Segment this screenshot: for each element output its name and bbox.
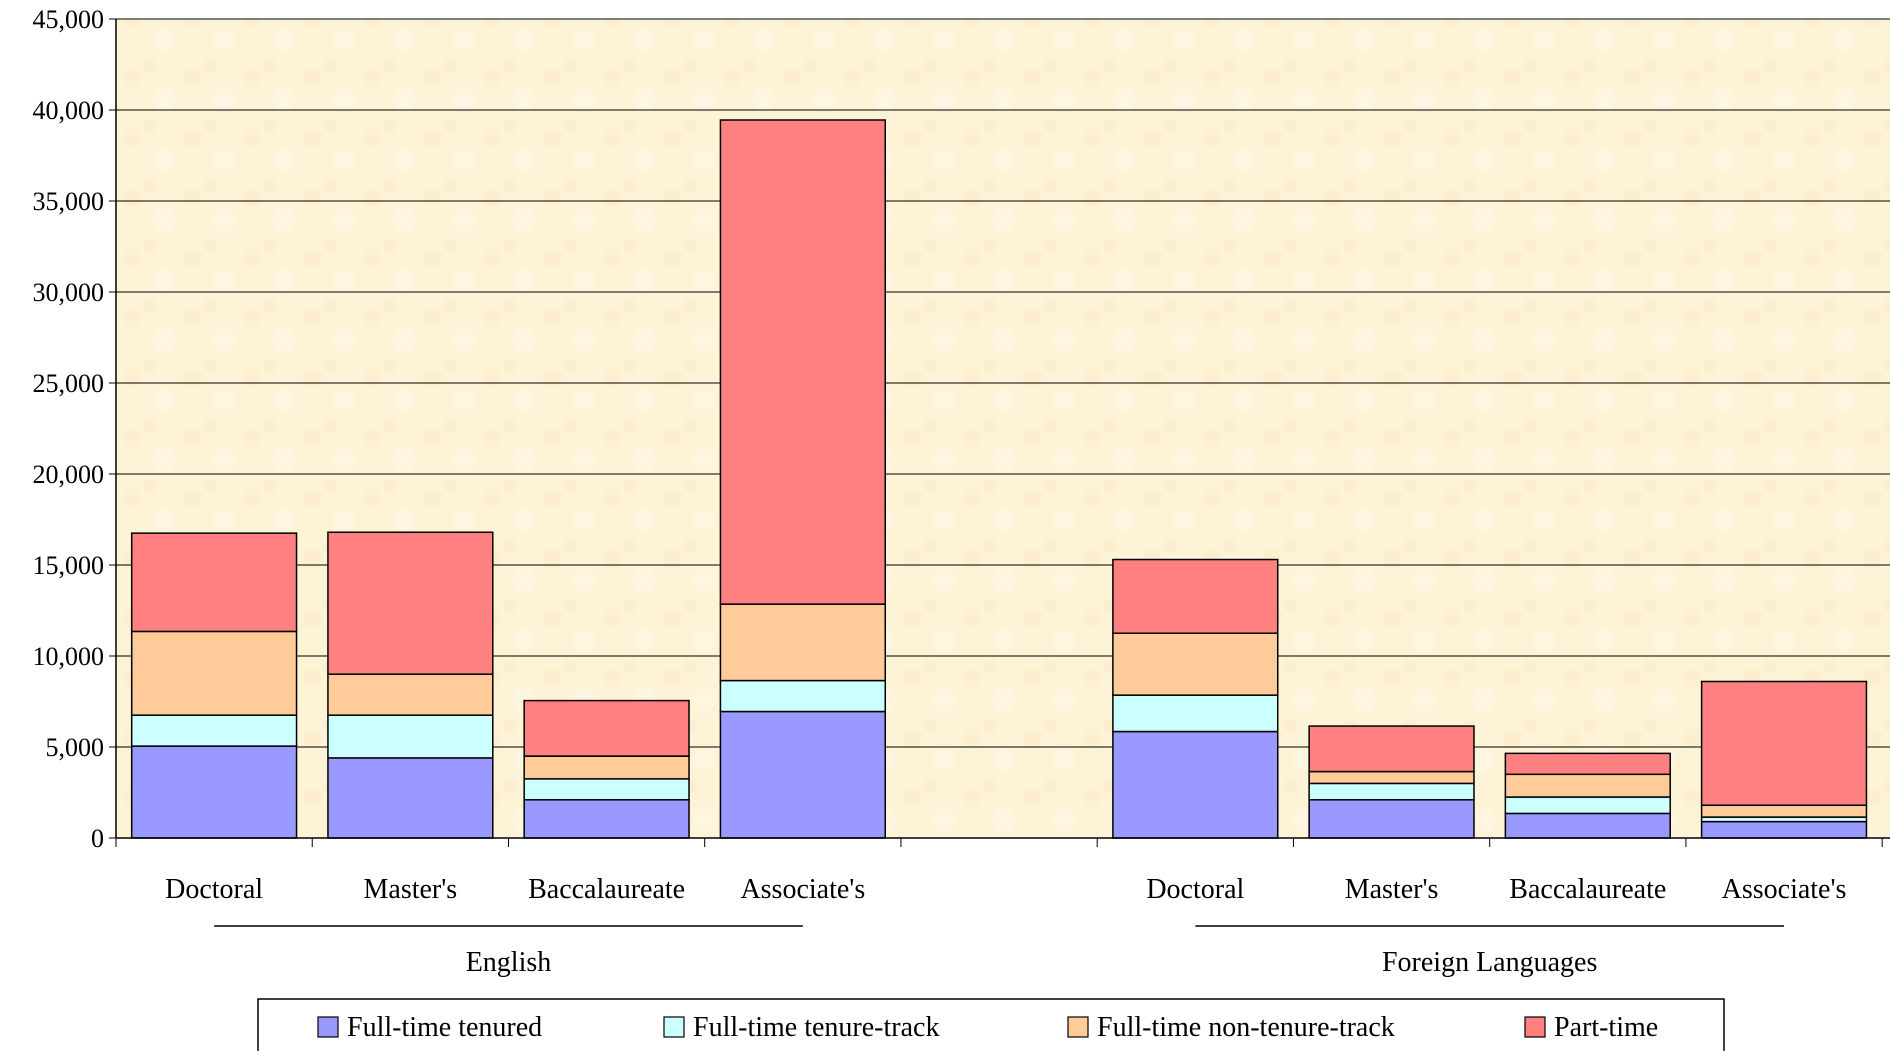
y-tick-label: 10,000 [33, 642, 105, 671]
bar-segment [1308, 799, 1475, 839]
legend-box [257, 998, 1725, 1051]
legend-label: Part-time [1554, 1012, 1658, 1043]
bar-segment [1504, 812, 1671, 839]
bar-segment [1504, 796, 1671, 815]
y-tick-label: 0 [91, 824, 104, 853]
legend-label: Full-time tenured [347, 1012, 542, 1043]
y-tick-label: 40,000 [33, 96, 105, 125]
group-labels: English Foreign Languages [214, 925, 1785, 978]
bar-segment [1700, 680, 1868, 806]
bar-segment [719, 679, 887, 713]
bar-segment [719, 603, 887, 682]
bar-segment [1308, 782, 1475, 801]
bar-segment [1308, 725, 1475, 773]
legend-swatch [1524, 1016, 1546, 1038]
legend: Full-time tenured Full-time tenure-track F… [257, 998, 1725, 1051]
y-tick-label: 20,000 [33, 460, 105, 489]
axes [115, 19, 1890, 847]
legend-swatch [1067, 1016, 1089, 1038]
bar-segment [130, 532, 298, 633]
legend-swatch [317, 1016, 339, 1038]
bar-segment [327, 714, 494, 759]
x-tick-label: Baccalaureate [1509, 874, 1666, 905]
y-tick-label: 5,000 [46, 733, 105, 762]
bar-segment [1504, 773, 1671, 798]
legend-label: Full-time non-tenure-track [1097, 1012, 1395, 1043]
bar-segment [523, 778, 690, 801]
bar-segment [327, 531, 494, 675]
bar-segment [327, 673, 494, 716]
y-tick-label: 45,000 [33, 5, 105, 34]
bar-segment [327, 757, 494, 839]
bar-segment [719, 710, 887, 839]
bar-segment [523, 755, 690, 780]
bar-segment [1112, 730, 1279, 839]
bars [130, 119, 1868, 839]
x-tick-label: Doctoral [1146, 874, 1244, 905]
y-tick-label: 30,000 [33, 278, 105, 307]
x-axis-labels: Doctoral Master's Baccalaureate Associate's… [165, 874, 1846, 905]
bar-segment [1700, 804, 1868, 818]
legend-label: Full-time tenure-track [693, 1012, 939, 1043]
bar-segment [1504, 752, 1671, 776]
legend-swatch [663, 1016, 685, 1038]
y-tick-label: 35,000 [33, 187, 105, 216]
bar-segment [1700, 820, 1868, 839]
group-label: English [466, 947, 552, 978]
bar-segment [130, 714, 298, 747]
y-tick-label: 25,000 [33, 369, 105, 398]
y-tick-label: 15,000 [33, 551, 105, 580]
bar-segment [1112, 632, 1279, 696]
bar-segment [130, 745, 298, 839]
bar-segment [1112, 558, 1279, 634]
x-tick-label: Baccalaureate [528, 874, 685, 905]
x-tick-label: Master's [1345, 874, 1439, 905]
x-tick-label: Associate's [1722, 874, 1847, 905]
bar-segment [1308, 770, 1475, 785]
bar-segment [523, 799, 690, 839]
bar-segment [130, 630, 298, 716]
bar-segment [1112, 694, 1279, 733]
group-label: Foreign Languages [1382, 947, 1597, 978]
bar-segment [719, 119, 887, 605]
x-tick-label: Associate's [740, 874, 865, 905]
bar-segment [523, 699, 690, 757]
x-tick-label: Doctoral [165, 874, 263, 905]
x-tick-label: Master's [364, 874, 458, 905]
y-axis-ticks: 0 5,000 10,000 15,000 20,000 25,000 30,000 35,0… [33, 5, 116, 853]
